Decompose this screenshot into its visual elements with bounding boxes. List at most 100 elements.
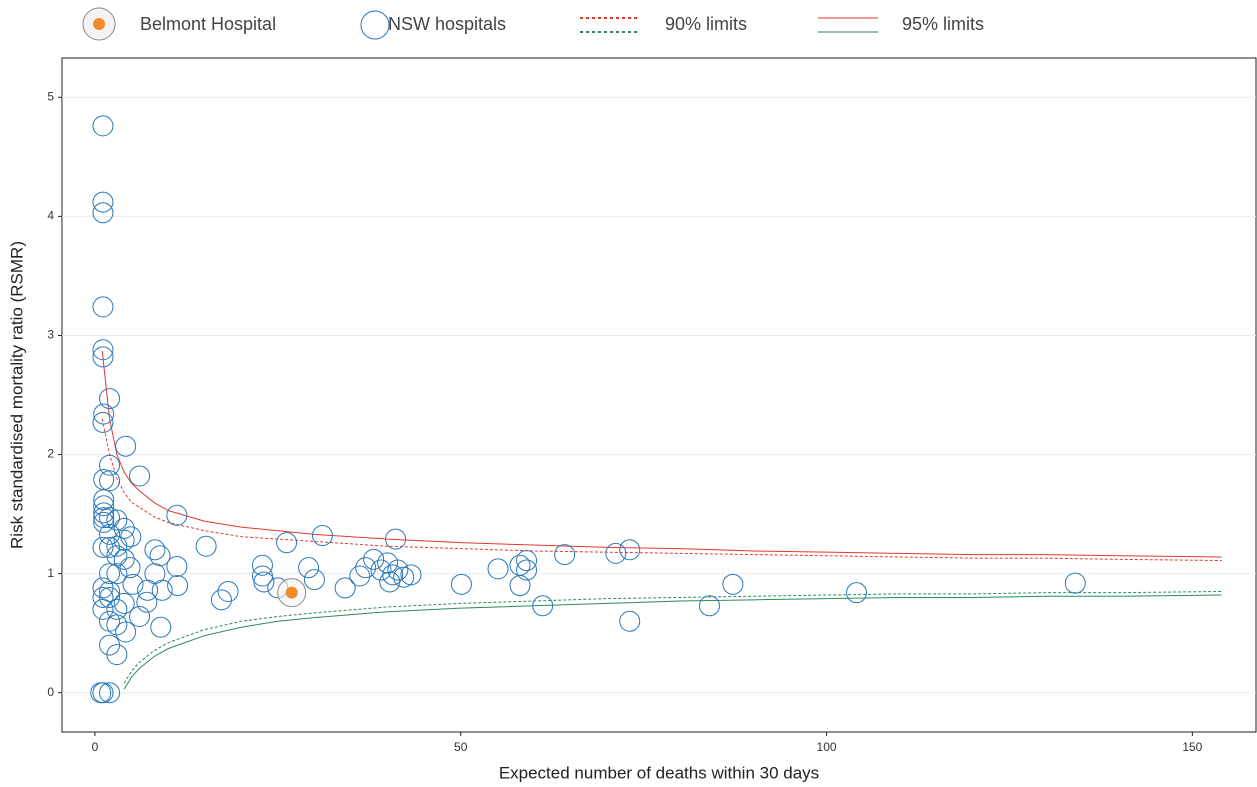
limit-line [123, 594, 1222, 690]
hospital-point [92, 202, 114, 224]
y-tick-label: 2 [47, 447, 54, 461]
plot-frame [61, 57, 1257, 733]
hospital-point [93, 489, 115, 511]
hospital-point [509, 554, 531, 576]
hospital-point [93, 495, 115, 517]
hospital-point [93, 502, 115, 524]
hospital-point [619, 539, 641, 561]
legend-swatch [360, 10, 390, 40]
hospital-point [195, 535, 217, 557]
hospital-point [379, 571, 401, 593]
hospital-point [393, 566, 415, 588]
hospital-point [516, 559, 538, 581]
hospital-point [355, 557, 377, 579]
limit-line [101, 418, 1222, 562]
legend-swatch [93, 18, 105, 30]
hospital-point [516, 550, 538, 572]
hospital-point [210, 589, 232, 611]
hospital-point [120, 526, 142, 548]
hospital-point [106, 614, 128, 636]
hospital-point [144, 539, 166, 561]
hospital-point [251, 554, 273, 576]
hospital-point [92, 682, 114, 704]
hospital-point [106, 563, 128, 585]
hospital-point [99, 470, 121, 492]
hospital-point [276, 532, 298, 554]
hospital-point [450, 573, 472, 595]
hospital-point [113, 517, 135, 539]
hospital-point [92, 191, 114, 213]
hospital-point [92, 346, 114, 368]
x-axis-title: Expected number of deaths within 30 days [499, 763, 819, 782]
hospital-point [99, 563, 121, 585]
hospital-point [92, 115, 114, 137]
hospital-point [619, 610, 641, 632]
hospital-point [349, 565, 371, 587]
hospital-point [119, 557, 141, 579]
hospital-point [150, 616, 172, 638]
hospital-point [400, 564, 422, 586]
hospital-point [92, 411, 114, 433]
hospital-point [93, 507, 115, 529]
hospital-point [303, 569, 325, 591]
hospital-point [106, 644, 128, 666]
hospital-point [167, 575, 189, 597]
y-tick-label: 4 [47, 209, 54, 223]
legend-label: 90% limits [665, 14, 747, 34]
hospital-point [846, 582, 868, 604]
hospital-point [129, 465, 151, 487]
hospital-point [99, 388, 121, 410]
hospital-point [722, 573, 744, 595]
hospital-point [113, 548, 135, 570]
hospital-point [253, 571, 275, 593]
hospital-point [698, 595, 720, 617]
hospital-point [99, 586, 121, 608]
legend-label: NSW hospitals [388, 14, 506, 34]
hospital-point [99, 580, 121, 602]
hospital-point [166, 555, 188, 577]
hospital-point [1064, 572, 1086, 594]
x-tick-label: 0 [92, 740, 99, 754]
hospital-point [92, 296, 114, 318]
y-tick-label: 5 [47, 89, 54, 103]
y-tick-label: 3 [47, 328, 54, 342]
hospital-point [137, 579, 159, 601]
hospital-point [99, 523, 121, 545]
hospital-point [92, 339, 114, 361]
hospital-point [129, 605, 151, 627]
hospital-point [554, 544, 576, 566]
hospital-point [99, 507, 121, 529]
hospital-point [93, 403, 115, 425]
hospital-point [115, 621, 137, 643]
hospital-point [385, 528, 407, 550]
hospital-point [113, 592, 135, 614]
hospital-point [115, 435, 137, 457]
hospital-point [106, 509, 128, 531]
hospital-point [509, 575, 531, 597]
hospital-point [377, 552, 399, 574]
hospital-point [99, 454, 121, 476]
limit-line [123, 590, 1222, 684]
hospital-point [149, 545, 171, 567]
hospital-point [92, 536, 114, 558]
hospital-point [99, 536, 121, 558]
x-tick-label: 100 [817, 740, 837, 754]
hospital-point [92, 586, 114, 608]
hospital-point [217, 580, 239, 602]
hospital-point [487, 558, 509, 580]
hospital-point [151, 579, 173, 601]
hospital-point [311, 525, 333, 547]
hospital-point [92, 598, 114, 620]
y-axis-title: Risk standardised mortality ratio (RSMR) [7, 241, 26, 549]
hospital-point [106, 535, 128, 557]
hospital-point [166, 504, 188, 526]
hospital-point [122, 573, 144, 595]
legend-label: 95% limits [902, 14, 984, 34]
hospital-point [106, 598, 128, 620]
hospital-point [363, 548, 385, 570]
y-tick-label: 1 [47, 566, 54, 580]
hospital-point [136, 591, 158, 613]
belmont-point [285, 586, 298, 599]
hospital-point [370, 559, 392, 581]
